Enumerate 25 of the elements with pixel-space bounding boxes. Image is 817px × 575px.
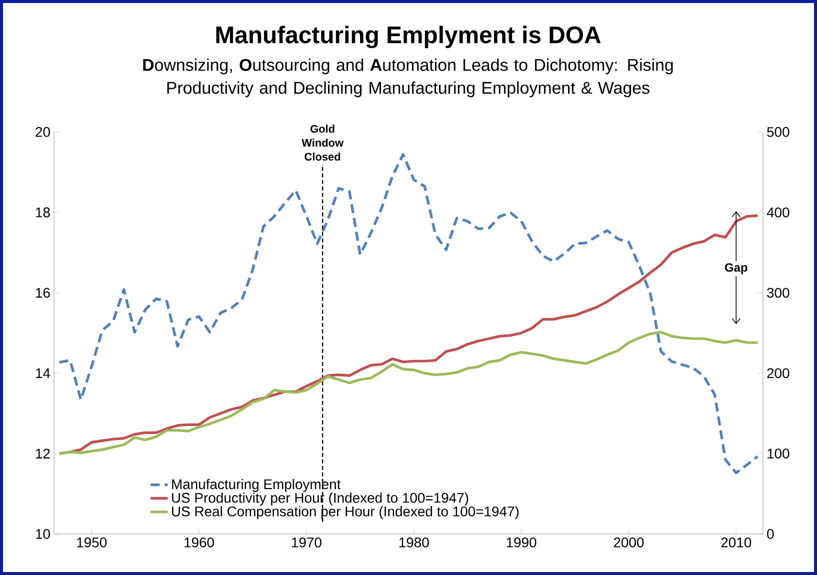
y2-tick-label: 400 bbox=[766, 207, 790, 218]
x-tick-label: 1950 bbox=[77, 537, 107, 548]
y-tick-label: 10 bbox=[36, 529, 50, 539]
annotation: Gap bbox=[725, 263, 748, 274]
y-tick-label: 12 bbox=[36, 448, 50, 458]
x-tick-label: 2000 bbox=[614, 537, 644, 548]
y2-tick-label: 0 bbox=[767, 529, 774, 539]
chart-subtitle: Downsizing, Outsourcing and Automation Leads to Dichotomy: Rising Productivity and Declining Manufacturing Employment & Wages bbox=[143, 58, 673, 98]
legend-label: US Productivity per Hour (Indexed to 100=1947) bbox=[172, 492, 468, 506]
y-tick-label: 20 bbox=[36, 127, 50, 137]
chart-title: Manufacturing Emplyment is DOA bbox=[216, 26, 601, 48]
legend-label: Manufacturing Employment bbox=[172, 478, 341, 492]
ref-line-label: Gold Window Closed bbox=[302, 124, 344, 161]
y2-tick-label: 300 bbox=[767, 288, 790, 298]
y2-tick-label: 200 bbox=[767, 368, 790, 378]
x-tick-label: 2010 bbox=[721, 537, 752, 548]
x-tick-label: 1970 bbox=[292, 537, 322, 548]
x-tick-label: 1980 bbox=[399, 537, 429, 548]
y2-tick-label: 100 bbox=[768, 448, 790, 459]
x-tick-label: 1990 bbox=[506, 537, 536, 548]
y-tick-label: 18 bbox=[36, 207, 50, 218]
y2-tick-label: 500 bbox=[767, 127, 790, 137]
x-tick-label: 1960 bbox=[184, 537, 214, 548]
y-tick-label: 14 bbox=[36, 368, 50, 378]
y-tick-label: 16 bbox=[36, 288, 50, 298]
